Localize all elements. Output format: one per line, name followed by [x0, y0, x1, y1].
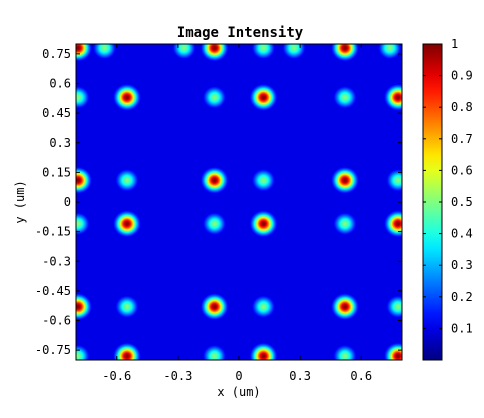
- heatmap-image: [76, 44, 402, 360]
- x-tick-label: -0.3: [163, 369, 192, 383]
- y-tick-label: -0.3: [42, 254, 71, 268]
- colorbar-tick-label: 0.7: [451, 132, 473, 146]
- colorbar: 0.1 0.2 0.3 0.4 0.5 0.6 0.7 0.8 0.9 1: [422, 37, 473, 361]
- x-tick-label: 0.6: [350, 369, 372, 383]
- y-tick-label: 0: [64, 195, 71, 209]
- colorbar-tick-label: 0.6: [451, 163, 473, 177]
- y-tick-label: 0.75: [42, 47, 71, 61]
- plot-area: -0.6 -0.3 0 0.3 0.6 0.75 0.6 0.45 0.3 0.15 0 -0.15…: [35, 43, 403, 383]
- y-axis-ticks: 0.75 0.6 0.45 0.3 0.15 0 -0.15 -0.3 -0.45 -0.6 -0.…: [35, 47, 402, 357]
- x-tick-label: 0: [235, 369, 242, 383]
- colorbar-gradient: [423, 44, 442, 360]
- colorbar-tick-label: 0.8: [451, 100, 473, 114]
- y-axis-label: y (um): [13, 180, 27, 223]
- colorbar-tick-label: 0.3: [451, 258, 473, 272]
- x-axis-ticks: -0.6 -0.3 0 0.3 0.6: [102, 44, 372, 383]
- colorbar-tick-label: 0.5: [451, 195, 473, 209]
- x-tick-label: 0.3: [289, 369, 311, 383]
- chart-title: Image Intensity: [177, 25, 304, 41]
- colorbar-tick-label: 0.9: [451, 69, 473, 83]
- y-tick-label: -0.45: [35, 284, 71, 298]
- colorbar-tick-label: 0.1: [451, 321, 473, 335]
- y-tick-label: 0.15: [42, 165, 71, 179]
- y-tick-label: -0.15: [35, 225, 71, 239]
- colorbar-tick-label: 1: [451, 37, 458, 51]
- y-tick-label: -0.6: [42, 314, 71, 328]
- x-tick-label: -0.6: [102, 369, 131, 383]
- colorbar-tick-label: 0.2: [451, 290, 473, 304]
- y-tick-label: 0.6: [49, 77, 71, 91]
- colorbar-ticks: 0.1 0.2 0.3 0.4 0.5 0.6 0.7 0.8 0.9 1: [423, 37, 473, 335]
- y-tick-label: 0.3: [49, 136, 71, 150]
- x-axis-label: x (um): [217, 385, 260, 399]
- y-tick-label: 0.45: [42, 106, 71, 120]
- colorbar-tick-label: 0.4: [451, 227, 473, 241]
- y-tick-label: -0.75: [35, 343, 71, 357]
